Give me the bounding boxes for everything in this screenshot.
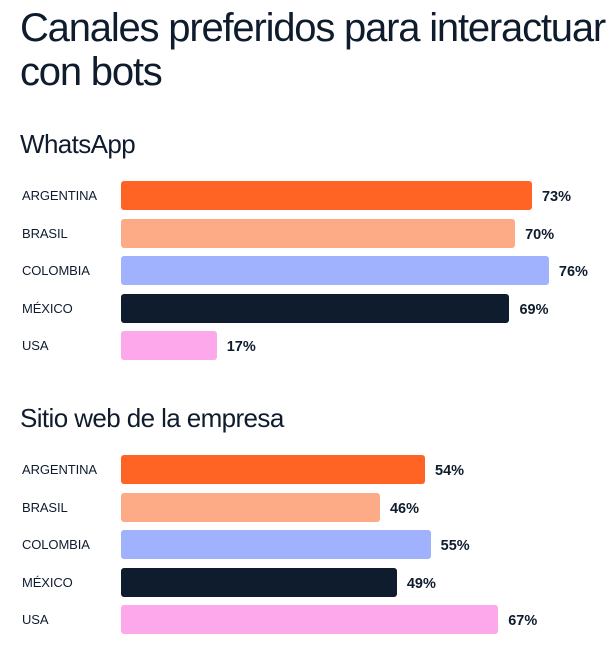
category-label: BRASIL: [22, 225, 68, 241]
category-label: ARGENTINA: [22, 462, 97, 477]
category-label: MÉXICO: [22, 300, 73, 316]
value-label: 49%: [406, 575, 436, 592]
bar: [121, 256, 549, 285]
category-label: COLOMBIA: [22, 263, 90, 278]
bar-row: ARGENTINA 54%: [0, 455, 615, 485]
value-label: 54%: [435, 463, 465, 479]
bar-row: USA 67%: [0, 605, 615, 635]
section-title-whatsapp: WhatsApp: [20, 129, 136, 159]
category-label: BRASIL: [22, 499, 68, 515]
value-label: 67%: [508, 613, 538, 629]
bar: [121, 605, 499, 634]
bar-row: COLOMBIA 55%: [0, 530, 615, 560]
bar: [121, 293, 510, 323]
category-label: MÉXICO: [22, 574, 73, 590]
bar: [121, 492, 380, 522]
page-title: Canales preferidos para interactuar con …: [20, 6, 606, 94]
bar: [121, 567, 397, 597]
bar-row: BRASIL 46%: [0, 492, 615, 523]
bar-row: MÉXICO 69%: [0, 293, 615, 324]
value-label: 69%: [519, 301, 549, 318]
bar-row: COLOMBIA 76%: [0, 256, 615, 286]
section-title-company-website: Sitio web de la empresa: [20, 403, 284, 433]
value-label: 76%: [558, 264, 588, 280]
bar-row: USA 17%: [0, 331, 615, 361]
category-label: USA: [22, 338, 49, 353]
value-label: 73%: [541, 189, 572, 205]
bar: [121, 218, 516, 248]
bar: [121, 181, 532, 210]
bar-row: MÉXICO 49%: [0, 567, 615, 598]
bar-row: BRASIL 70%: [0, 218, 615, 249]
category-label: COLOMBIA: [22, 537, 90, 552]
value-label: 55%: [440, 538, 470, 554]
bar: [121, 455, 426, 484]
bar: [121, 331, 217, 360]
category-label: ARGENTINA: [22, 188, 97, 203]
value-label: 46%: [389, 500, 419, 517]
category-label: USA: [22, 612, 49, 627]
value-label: 17%: [226, 339, 256, 355]
bar: [121, 530, 431, 559]
bar-row: ARGENTINA 73%: [0, 181, 615, 211]
value-label: 70%: [525, 226, 555, 243]
